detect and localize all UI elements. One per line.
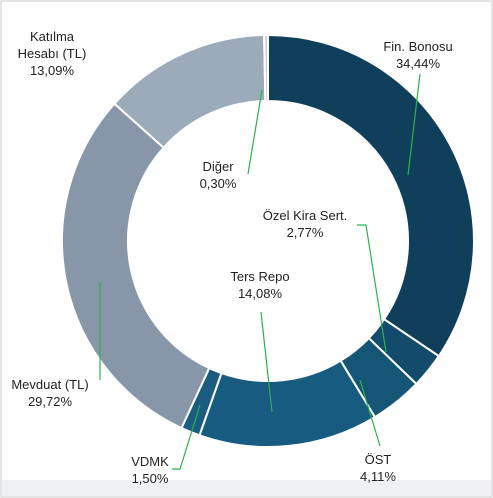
data-label: Katılma Hesabı (TL) 13,09%	[12, 28, 92, 79]
leader-line	[359, 379, 381, 447]
data-label: VDMK 1,50%	[120, 453, 180, 487]
value-label: 1,50%	[131, 471, 169, 486]
category-label: Fin. Bonosu	[383, 39, 453, 54]
data-label: Fin. Bonosu 34,44%	[368, 38, 468, 72]
data-label: Özel Kira Sert. 2,77%	[245, 207, 365, 241]
donut-segment	[263, 33, 269, 103]
value-label: 4,11%	[360, 469, 396, 484]
value-label: 13,09%	[29, 63, 75, 78]
leader-line	[247, 89, 263, 175]
leader-line	[172, 404, 201, 470]
data-label: ÖST 4,11%	[348, 451, 408, 485]
category-label: Özel Kira Sert.	[262, 208, 348, 223]
value-label: 2,77%	[286, 225, 324, 240]
donut-segment	[61, 102, 211, 430]
category-label: Katılma Hesabı (TL)	[17, 29, 87, 61]
value-label: 0,30%	[199, 176, 237, 191]
leader-line	[357, 224, 387, 353]
value-label: 29,72%	[27, 394, 73, 409]
footer-strip	[2, 480, 491, 496]
category-label: Ters Repo	[230, 269, 290, 284]
donut-segment	[267, 33, 475, 358]
leader-line	[407, 73, 421, 176]
data-label: Diğer 0,30%	[178, 158, 258, 192]
category-label: Diğer	[202, 159, 234, 174]
category-label: VDMK	[131, 454, 169, 469]
value-label: 14,08%	[237, 286, 283, 301]
data-label: Ters Repo 14,08%	[210, 268, 310, 302]
leader-line	[260, 311, 273, 413]
data-label: Mevduat (TL) 29,72%	[0, 376, 100, 410]
value-label: 34,44%	[395, 56, 441, 71]
category-label: Mevduat (TL)	[11, 377, 89, 392]
category-label: ÖST	[364, 452, 392, 467]
